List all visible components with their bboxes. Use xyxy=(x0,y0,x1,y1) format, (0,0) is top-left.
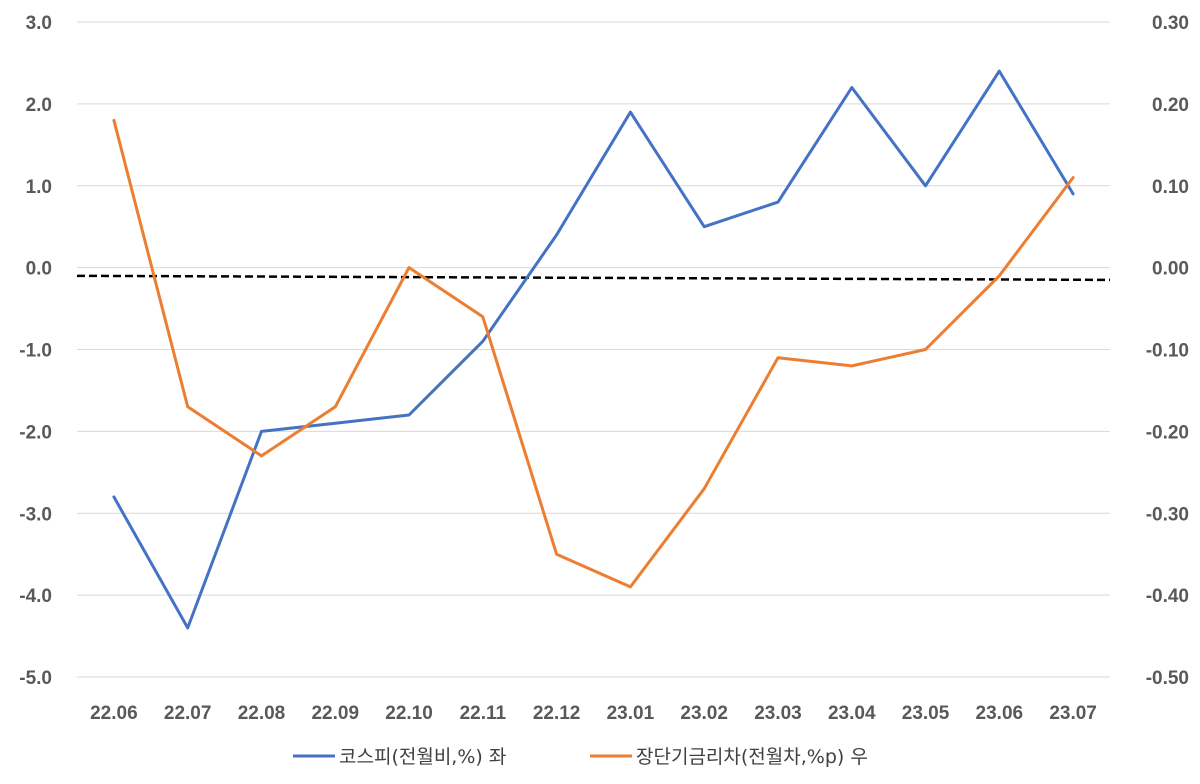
legend-label: 코스피(전월비,%) 좌 xyxy=(339,746,506,768)
data-point xyxy=(1072,192,1075,195)
left-tick-label: 3.0 xyxy=(26,13,52,34)
x-tick-label: 22.12 xyxy=(533,703,581,724)
right-tick-label: -0.20 xyxy=(1146,422,1189,443)
data-point xyxy=(408,414,411,417)
left-tick-label: -2.0 xyxy=(19,422,52,443)
data-point xyxy=(776,356,779,359)
x-tick-label: 23.06 xyxy=(976,703,1024,724)
x-tick-label: 23.03 xyxy=(754,703,802,724)
data-point xyxy=(850,86,853,89)
reference-line xyxy=(76,274,1111,282)
zero-reference-dashed-line xyxy=(76,274,1111,282)
series-line-1 xyxy=(112,69,1075,630)
x-tick-label: 23.07 xyxy=(1049,703,1097,724)
data-point xyxy=(850,364,853,367)
data-point xyxy=(334,422,337,425)
data-point xyxy=(1072,176,1075,179)
data-point xyxy=(703,225,706,228)
data-point xyxy=(703,487,706,490)
data-point xyxy=(481,315,484,318)
data-point xyxy=(260,430,263,433)
left-tick-label: 1.0 xyxy=(26,177,52,198)
data-point xyxy=(112,495,115,498)
x-tick-label: 22.09 xyxy=(311,703,359,724)
x-tick-label: 23.05 xyxy=(902,703,950,724)
x-tick-label: 23.04 xyxy=(828,703,876,724)
data-point xyxy=(924,184,927,187)
legend: 코스피(전월비,%) 좌 장단기금리차(전월차,%p) 우 xyxy=(293,746,868,768)
right-axis: 0.30 0.20 0.10 0.00 -0.10 -0.20 -0.30 -0.40 -0.5… xyxy=(1146,13,1189,689)
right-tick-label: 0.30 xyxy=(1152,13,1189,34)
data-point xyxy=(260,454,263,457)
data-point xyxy=(408,266,411,269)
x-tick-label: 23.01 xyxy=(607,703,655,724)
data-point xyxy=(998,274,1001,277)
right-tick-label: 0.10 xyxy=(1152,177,1189,198)
data-point xyxy=(776,201,779,204)
gridlines xyxy=(77,21,1110,678)
x-tick-label: 22.11 xyxy=(460,703,507,724)
x-tick-label: 22.06 xyxy=(90,703,138,724)
right-tick-label: -0.10 xyxy=(1146,341,1189,362)
series-line-2 xyxy=(112,118,1075,589)
x-axis: 22.06 22.07 22.08 22.09 22.10 22.11 22.12 23.01… xyxy=(90,703,1097,724)
x-tick-label: 22.10 xyxy=(385,703,433,724)
data-point xyxy=(629,111,632,114)
data-point xyxy=(555,553,558,556)
data-point xyxy=(334,405,337,408)
left-tick-label: -4.0 xyxy=(19,586,52,607)
left-tick-label: -3.0 xyxy=(19,504,52,525)
data-point xyxy=(924,348,927,351)
data-point xyxy=(998,70,1001,73)
x-tick-label: 22.08 xyxy=(238,703,286,724)
data-point xyxy=(186,405,189,408)
data-point xyxy=(186,626,189,629)
right-tick-label: -0.30 xyxy=(1146,504,1189,525)
right-tick-label: -0.40 xyxy=(1146,586,1189,607)
x-tick-label: 22.07 xyxy=(164,703,212,724)
data-point xyxy=(481,340,484,343)
right-tick-label: 0.20 xyxy=(1152,95,1189,116)
left-tick-label: -1.0 xyxy=(19,341,52,362)
right-tick-label: -0.50 xyxy=(1146,668,1189,689)
right-tick-label: 0.00 xyxy=(1152,259,1189,280)
x-tick-label: 23.02 xyxy=(680,703,728,724)
left-tick-label: -5.0 xyxy=(19,668,52,689)
left-tick-label: 2.0 xyxy=(26,95,52,116)
left-axis: 3.0 2.0 1.0 0.0 -1.0 -2.0 -3.0 -4.0 -5.0 xyxy=(19,13,52,689)
left-tick-label: 0.0 xyxy=(26,259,52,280)
legend-label: 장단기금리차(전월차,%p) 우 xyxy=(636,746,868,768)
data-point xyxy=(112,119,115,122)
data-point xyxy=(555,233,558,236)
data-point xyxy=(629,585,632,588)
series-lines xyxy=(112,69,1075,630)
